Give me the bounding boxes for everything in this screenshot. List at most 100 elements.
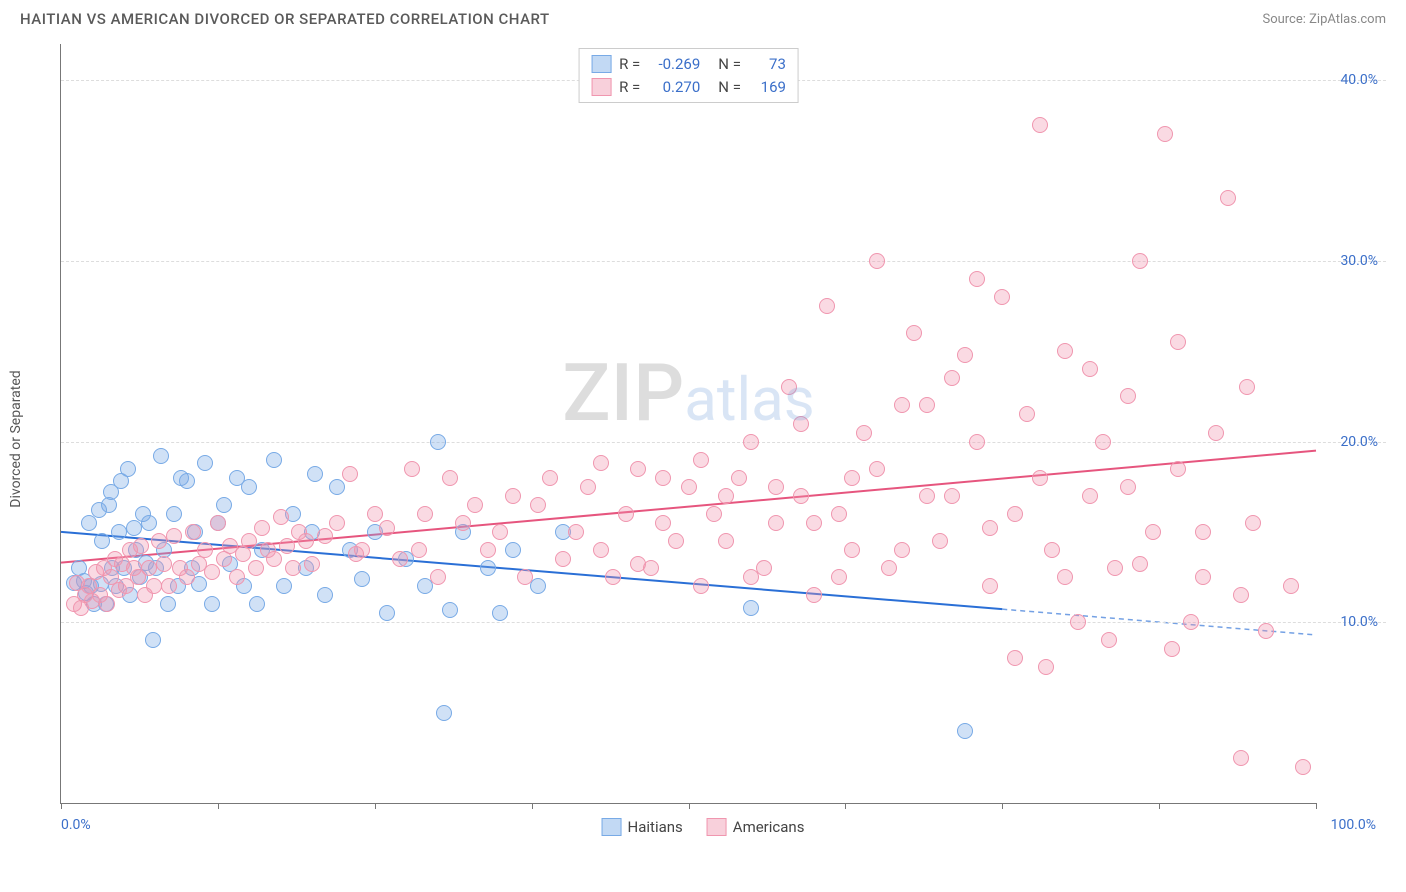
scatter-point [145,632,161,648]
scatter-point [285,560,301,576]
scatter-point [793,488,809,504]
scatter-point [731,470,747,486]
y-tick-label: 40.0% [1340,72,1378,88]
scatter-point [185,524,201,540]
x-tick [689,803,690,809]
scatter-point [505,488,521,504]
y-tick-label: 20.0% [1340,434,1378,450]
scatter-point [120,461,136,477]
scatter-point [276,578,292,594]
scatter-point [141,560,157,576]
scatter-point [1183,614,1199,630]
scatter-point [99,596,115,612]
y-axis-label: Divorced or Separated [8,370,24,507]
y-tick-label: 10.0% [1340,614,1378,630]
scatter-point [542,470,558,486]
scatter-point [392,551,408,567]
scatter-point [1170,334,1186,350]
scatter-point [480,560,496,576]
scatter-point [480,542,496,558]
scatter-point [153,448,169,464]
scatter-point [743,569,759,585]
scatter-point [1101,632,1117,648]
scatter-point [1095,434,1111,450]
scatter-point [844,542,860,558]
scatter-point [1032,117,1048,133]
scatter-point [94,533,110,549]
scatter-point [1283,578,1299,594]
scatter-point [994,289,1010,305]
scatter-point [404,461,420,477]
scatter-point [273,509,289,525]
scatter-point [160,596,176,612]
scatter-point [856,425,872,441]
scatter-point [430,434,446,450]
gridline [61,442,1386,443]
legend-swatch [591,55,611,73]
scatter-point [204,564,220,580]
scatter-point [241,533,257,549]
scatter-point [530,497,546,513]
scatter-point [1233,750,1249,766]
scatter-point [1044,542,1060,558]
scatter-point [1107,560,1123,576]
scatter-point [743,434,759,450]
gridline [61,261,1386,262]
scatter-point [141,515,157,531]
scatter-point [1007,650,1023,666]
scatter-point [881,560,897,576]
scatter-point [593,542,609,558]
scatter-point [894,397,910,413]
scatter-point [718,533,734,549]
scatter-point [204,596,220,612]
n-label: N = [718,76,741,99]
scatter-point [844,470,860,486]
scatter-point [668,533,684,549]
scatter-point [957,347,973,363]
scatter-point [317,528,333,544]
scatter-point [919,488,935,504]
scatter-point [492,605,508,621]
legend-item: Americans [707,818,805,836]
scatter-point [266,551,282,567]
scatter-point [630,461,646,477]
scatter-point [1170,461,1186,477]
legend-item: Haitians [602,818,683,836]
scatter-point [210,515,226,531]
scatter-point [166,528,182,544]
legend-label: Haitians [628,818,683,836]
scatter-point [1157,126,1173,142]
scatter-point [1082,361,1098,377]
scatter-point [568,524,584,540]
scatter-point [1132,253,1148,269]
scatter-point [1239,379,1255,395]
scatter-point [768,515,784,531]
scatter-point [1195,569,1211,585]
scatter-point [329,479,345,495]
scatter-point [126,520,142,536]
scatter-point [831,506,847,522]
scatter-point [819,298,835,314]
scatter-point [467,497,483,513]
scatter-point [161,578,177,594]
scatter-point [906,325,922,341]
scatter-point [1120,388,1136,404]
scatter-point [768,479,784,495]
scatter-point [593,455,609,471]
scatter-point [179,473,195,489]
scatter-point [411,542,427,558]
r-value: -0.269 [650,53,700,76]
legend-bottom: Haitians Americans [602,818,805,836]
scatter-point [806,587,822,603]
scatter-point [367,506,383,522]
scatter-point [151,533,167,549]
stats-legend-row: R = 0.270 N = 169 [591,76,786,99]
x-tick [845,803,846,809]
scatter-point [693,452,709,468]
scatter-point [655,515,671,531]
x-tick [1002,803,1003,809]
scatter-point [932,533,948,549]
scatter-point [1145,524,1161,540]
scatter-point [379,520,395,536]
legend-swatch [602,818,622,836]
